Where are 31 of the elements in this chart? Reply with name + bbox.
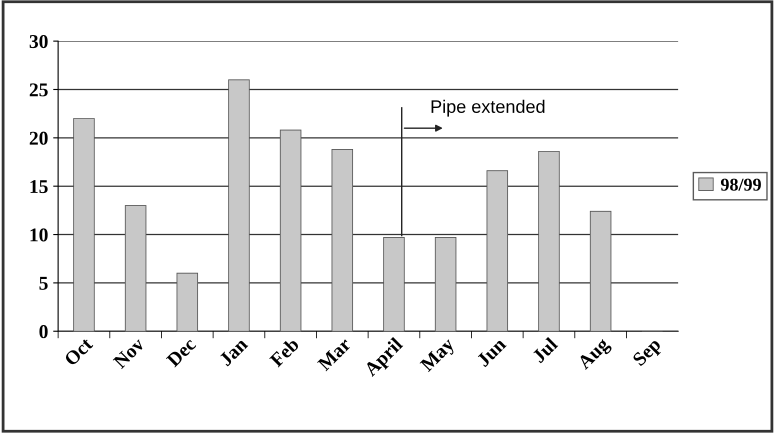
- bar: [176, 272, 198, 332]
- x-tick-label: Jun: [476, 336, 507, 368]
- bar: [538, 150, 560, 332]
- bar: [332, 149, 354, 332]
- bar: [590, 210, 612, 332]
- bar: [124, 205, 146, 332]
- x-tick-label: May: [420, 336, 458, 376]
- bar: [383, 237, 405, 332]
- x-tick-label: Sep: [632, 337, 664, 370]
- x-tick-label: Dec: [166, 336, 197, 368]
- bar: [73, 118, 95, 332]
- y-tick-label: 15: [30, 180, 48, 194]
- x-tick-label: Aug: [576, 336, 613, 373]
- bar: [228, 79, 250, 332]
- y-tick-label: 0: [39, 325, 48, 338]
- annotation: Pipe extended: [432, 100, 544, 117]
- y-tick-label: 20: [30, 132, 48, 145]
- y-tick-label: 30: [30, 34, 48, 48]
- x-tick-label: Mar: [317, 336, 352, 372]
- x-tick-label: Oct: [64, 336, 94, 366]
- x-tick-label: Feb: [268, 336, 300, 368]
- x-tick-label: Jan: [218, 336, 248, 367]
- bar: [280, 130, 302, 332]
- y-tick-label: 25: [30, 83, 48, 96]
- y-tick-label: 10: [30, 228, 48, 242]
- x-tick-label: Jul: [531, 336, 558, 364]
- y-tick-label: 5: [39, 276, 48, 290]
- bar: [434, 237, 456, 332]
- legend-label: 98/99: [720, 178, 761, 191]
- bar: [486, 170, 508, 332]
- x-tick-label: Nov: [112, 336, 146, 370]
